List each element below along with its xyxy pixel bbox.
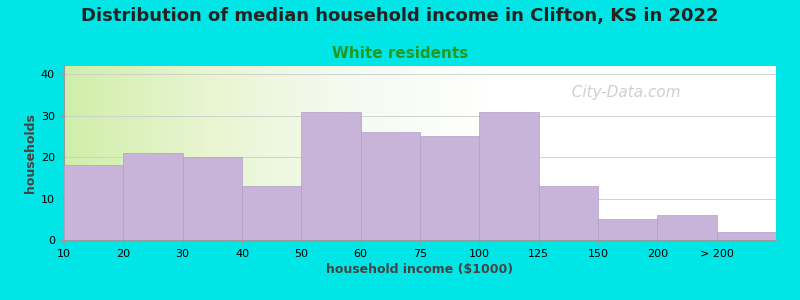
Bar <box>717 232 776 240</box>
Text: Distribution of median household income in Clifton, KS in 2022: Distribution of median household income … <box>82 8 718 26</box>
Bar <box>361 132 420 240</box>
Bar <box>538 186 598 240</box>
Text: White residents: White residents <box>332 46 468 62</box>
Bar <box>479 112 538 240</box>
Bar <box>182 157 242 240</box>
Bar <box>658 215 717 240</box>
X-axis label: household income ($1000): household income ($1000) <box>326 263 514 276</box>
Bar <box>420 136 479 240</box>
Bar <box>598 219 658 240</box>
Bar <box>302 112 361 240</box>
Text: City-Data.com: City-Data.com <box>562 85 681 100</box>
Bar <box>64 165 123 240</box>
Bar <box>242 186 302 240</box>
Y-axis label: households: households <box>24 113 37 193</box>
Bar <box>123 153 182 240</box>
